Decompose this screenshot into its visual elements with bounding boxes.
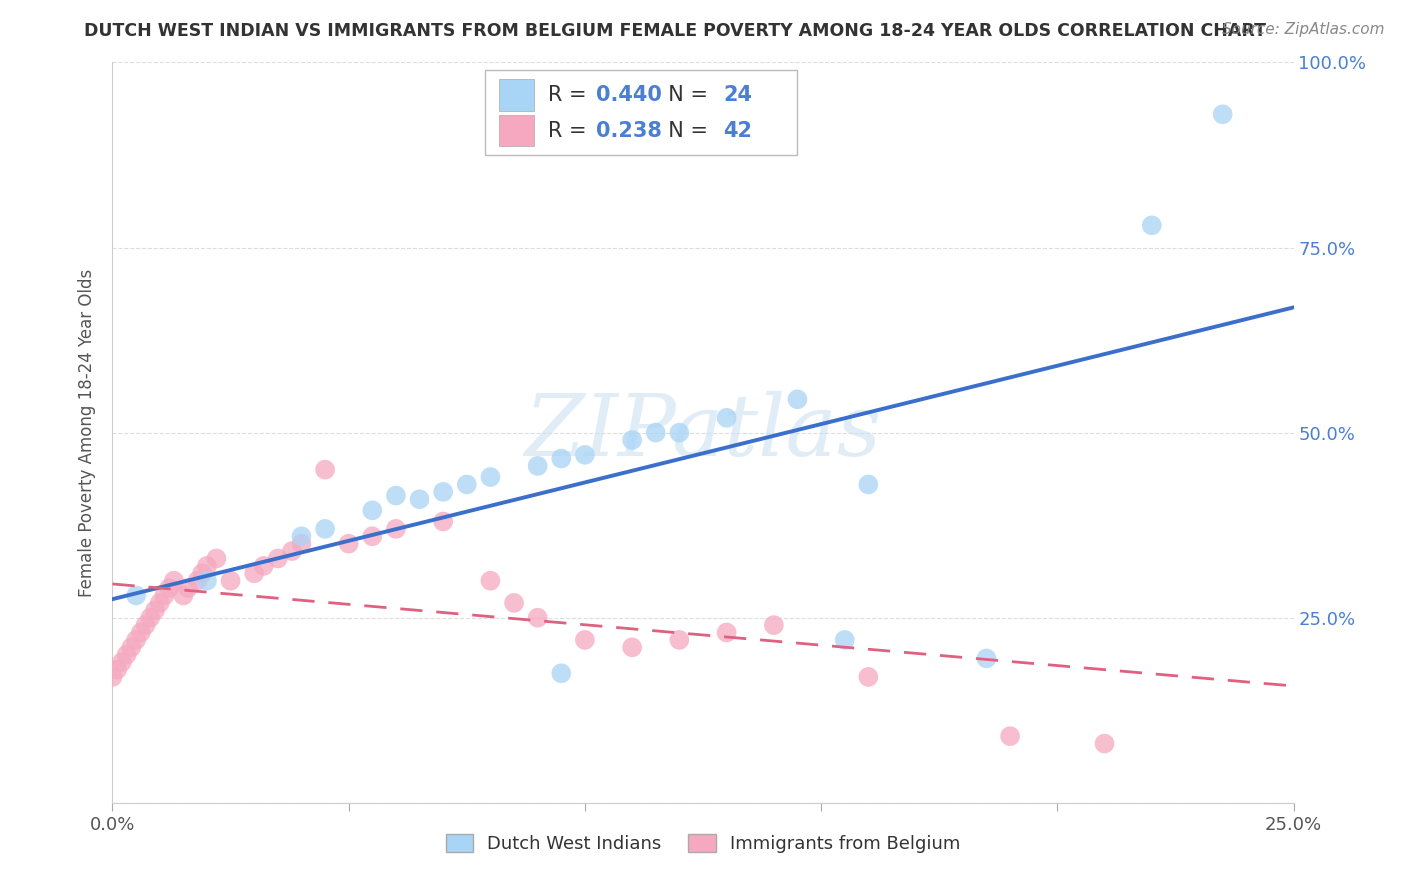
Point	[125, 589, 148, 603]
Point	[267, 551, 290, 566]
Point	[172, 589, 194, 603]
Point	[668, 425, 690, 440]
Point	[858, 670, 880, 684]
Point	[716, 625, 738, 640]
Point	[163, 574, 186, 588]
Point	[139, 610, 162, 624]
Point	[195, 558, 218, 573]
Point	[786, 392, 808, 407]
Point	[668, 632, 690, 647]
Point	[314, 462, 336, 476]
Point	[115, 648, 138, 662]
Point	[253, 558, 276, 573]
FancyBboxPatch shape	[485, 70, 797, 155]
Point	[361, 503, 384, 517]
Point	[205, 551, 228, 566]
Point	[191, 566, 214, 581]
Point	[716, 410, 738, 425]
Point	[998, 729, 1021, 743]
Point	[105, 663, 128, 677]
Point	[834, 632, 856, 647]
Point	[243, 566, 266, 581]
Point	[479, 470, 502, 484]
Point	[290, 536, 312, 550]
Point	[281, 544, 304, 558]
Point	[219, 574, 242, 588]
Point	[195, 574, 218, 588]
Point	[479, 574, 502, 588]
Point	[526, 458, 548, 473]
Text: 0.440: 0.440	[596, 85, 661, 105]
Point	[177, 581, 200, 595]
Point	[432, 515, 454, 529]
Text: R =: R =	[548, 85, 593, 105]
Point	[1140, 219, 1163, 233]
Point	[976, 651, 998, 665]
Text: R =: R =	[548, 120, 593, 141]
Y-axis label: Female Poverty Among 18-24 Year Olds: Female Poverty Among 18-24 Year Olds	[77, 268, 96, 597]
Point	[858, 477, 880, 491]
Point	[550, 666, 572, 681]
Point	[385, 522, 408, 536]
FancyBboxPatch shape	[499, 79, 534, 111]
Text: 0.238: 0.238	[596, 120, 661, 141]
Point	[314, 522, 336, 536]
Text: N =: N =	[655, 120, 714, 141]
Point	[153, 589, 176, 603]
Point	[337, 536, 360, 550]
Point	[621, 640, 644, 655]
Text: DUTCH WEST INDIAN VS IMMIGRANTS FROM BELGIUM FEMALE POVERTY AMONG 18-24 YEAR OLD: DUTCH WEST INDIAN VS IMMIGRANTS FROM BEL…	[84, 22, 1267, 40]
Point	[149, 596, 172, 610]
Point	[503, 596, 526, 610]
Point	[574, 448, 596, 462]
Point	[408, 492, 430, 507]
Point	[186, 574, 208, 588]
Point	[574, 632, 596, 647]
Point	[143, 603, 166, 617]
Point	[1094, 737, 1116, 751]
Point	[526, 610, 548, 624]
Point	[101, 670, 124, 684]
Point	[432, 484, 454, 499]
Point	[129, 625, 152, 640]
Point	[125, 632, 148, 647]
Point	[361, 529, 384, 543]
Point	[621, 433, 644, 447]
Text: 42: 42	[723, 120, 752, 141]
Point	[135, 618, 157, 632]
Text: N =: N =	[655, 85, 714, 105]
Point	[456, 477, 478, 491]
Point	[762, 618, 785, 632]
Text: 24: 24	[723, 85, 752, 105]
Point	[111, 655, 134, 669]
Point	[157, 581, 180, 595]
Point	[1212, 107, 1234, 121]
Legend: Dutch West Indians, Immigrants from Belgium: Dutch West Indians, Immigrants from Belg…	[439, 827, 967, 861]
Point	[290, 529, 312, 543]
FancyBboxPatch shape	[499, 115, 534, 146]
Text: Source: ZipAtlas.com: Source: ZipAtlas.com	[1222, 22, 1385, 37]
Point	[550, 451, 572, 466]
Point	[120, 640, 142, 655]
Point	[385, 489, 408, 503]
Point	[644, 425, 666, 440]
Text: ZIPatlas: ZIPatlas	[524, 392, 882, 474]
